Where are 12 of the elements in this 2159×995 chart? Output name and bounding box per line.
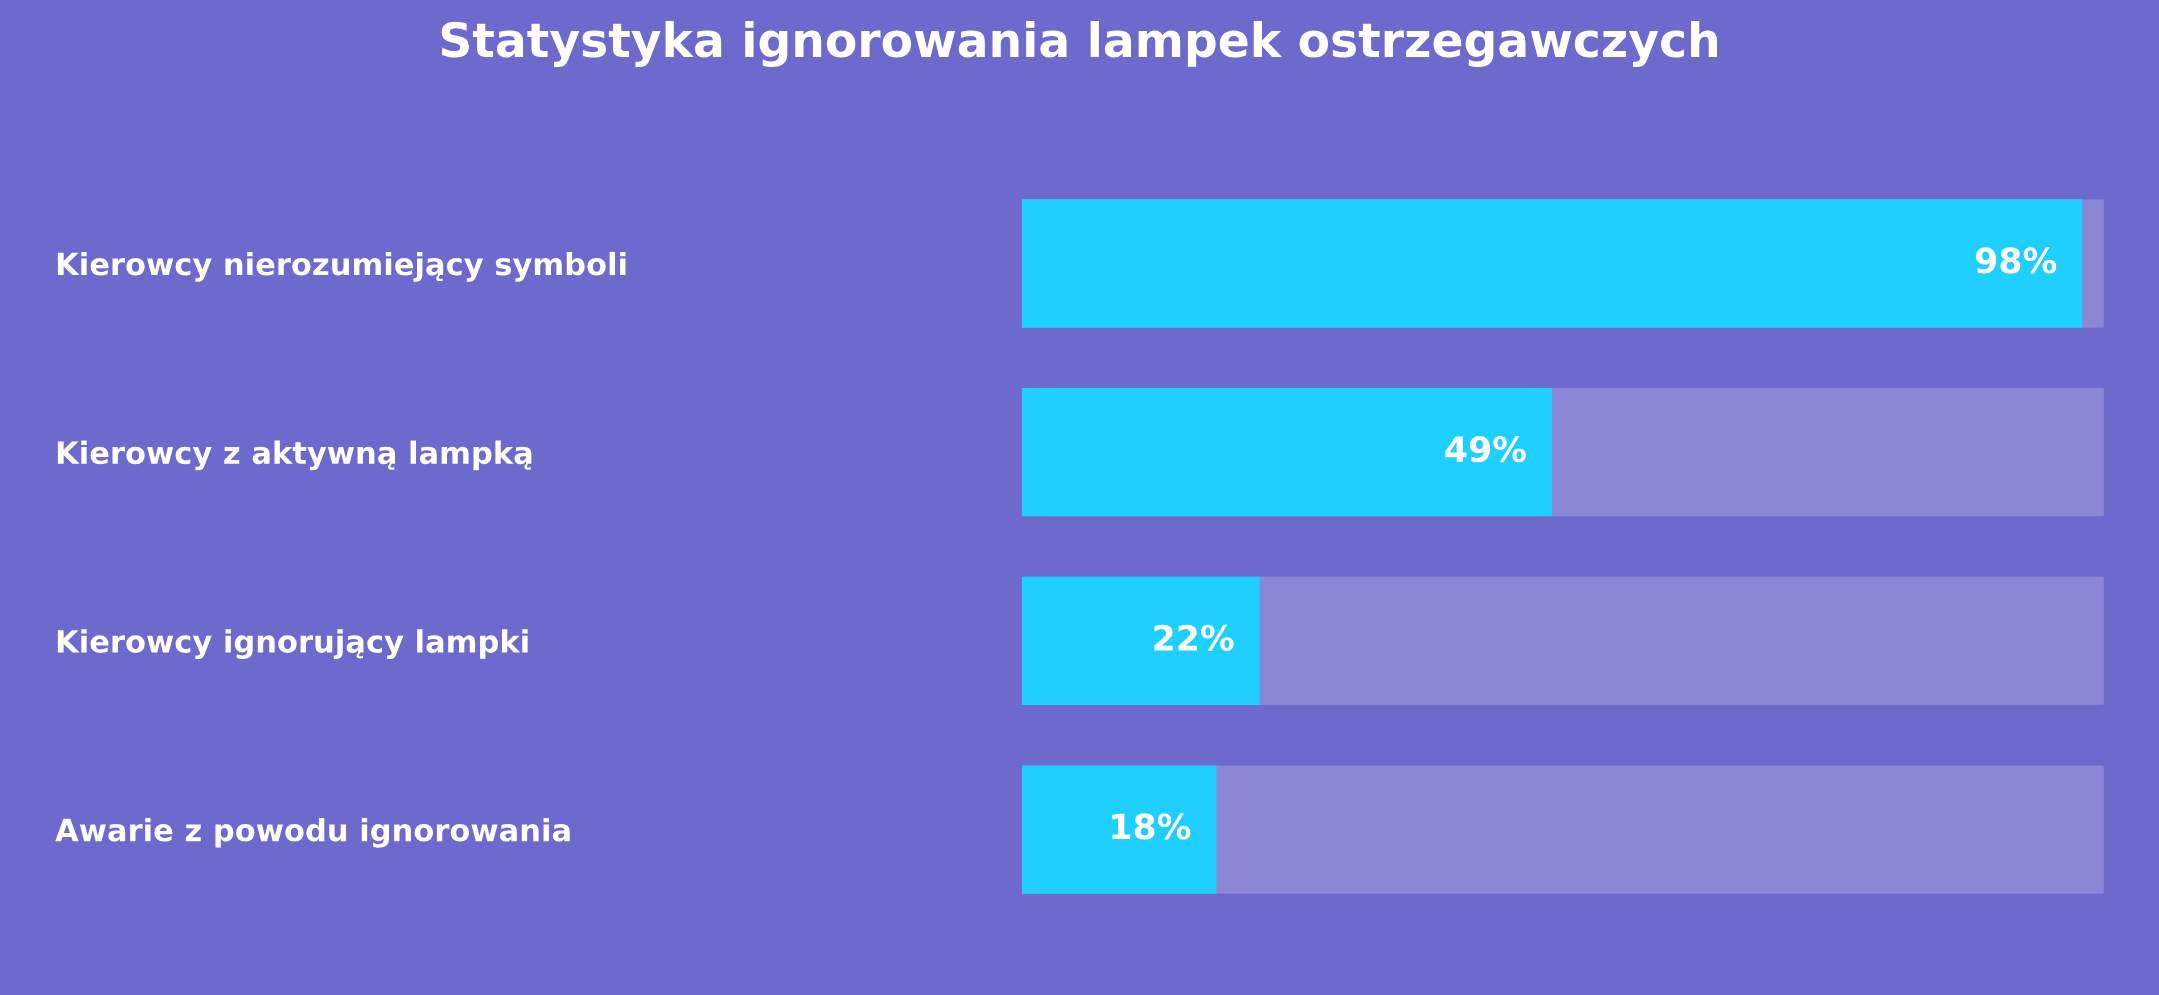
bar — [1021, 199, 2083, 328]
data-label: 18% — [1112, 813, 1191, 840]
data-label: 98% — [1975, 247, 2057, 274]
bar — [1021, 765, 1217, 894]
bar — [1021, 576, 1260, 705]
data-label: 22% — [1154, 624, 1234, 651]
y-tick-label: Kierowcy nierozumiejący symboli — [57, 251, 626, 282]
y-tick-label: Kierowcy z aktywną lampką — [57, 440, 532, 471]
y-tick-label: Awarie z powodu ignorowania — [55, 817, 570, 848]
data-label: 49% — [1445, 435, 1526, 463]
y-tick-label: Kierowcy ignorujący lampki — [57, 629, 528, 660]
chart-title: Statystyka ignorowania lampek ostrzegawczych — [441, 21, 1717, 68]
